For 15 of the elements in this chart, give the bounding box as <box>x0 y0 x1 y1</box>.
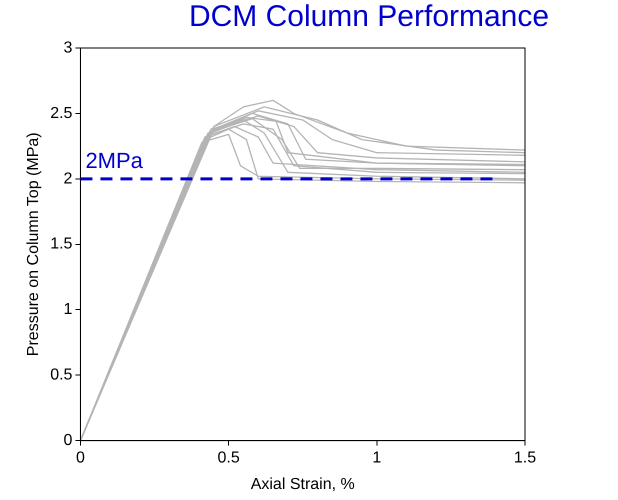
chart-title: DCM Column Performance <box>188 0 550 34</box>
y-tick-label: 2.5 <box>50 104 73 122</box>
y-axis-title: Pressure on Column Top (MPa) <box>25 132 42 356</box>
y-tick-label: 1 <box>64 301 73 318</box>
ref-line-label: 2MPa <box>85 148 144 173</box>
x-axis-title: Axial Strain, % <box>250 476 355 493</box>
y-tick-label: 0 <box>64 432 73 450</box>
y-tick-label: 1.5 <box>50 236 73 253</box>
x-tick-label: 1.5 <box>514 450 536 467</box>
y-tick-label: 2 <box>64 170 73 188</box>
x-tick-label: 0 <box>76 450 85 467</box>
y-tick-label: 0.5 <box>50 366 73 384</box>
y-tick-label: 3 <box>64 39 73 56</box>
x-tick-label: 0.5 <box>218 450 240 467</box>
x-tick-label: 1 <box>372 450 382 467</box>
